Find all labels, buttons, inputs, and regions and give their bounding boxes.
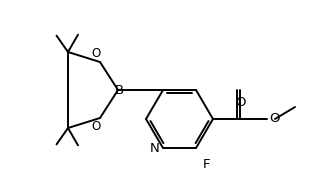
- Text: F: F: [203, 158, 210, 171]
- Text: N: N: [150, 143, 160, 156]
- Text: O: O: [92, 47, 101, 60]
- Text: O: O: [92, 120, 101, 133]
- Text: O: O: [269, 111, 279, 125]
- Text: O: O: [236, 96, 246, 109]
- Text: B: B: [114, 84, 124, 96]
